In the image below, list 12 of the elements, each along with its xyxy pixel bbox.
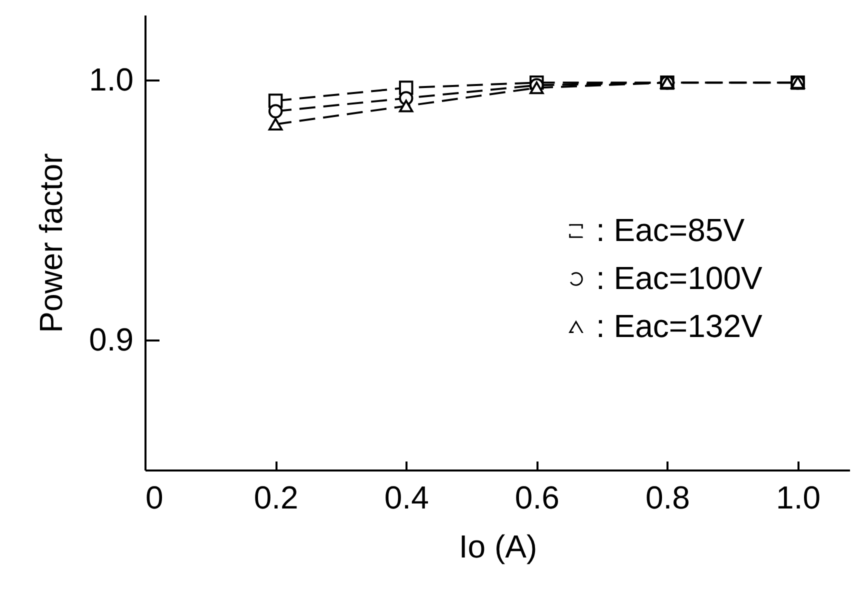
- x-tick-label: 1.0: [776, 480, 821, 516]
- x-tick-label: 0.6: [514, 480, 560, 516]
- x-tick-label: 0: [146, 480, 164, 516]
- legend-label: : Eac=100V: [596, 260, 763, 296]
- x-tick-label: 0.4: [384, 480, 429, 516]
- x-tick-label: 0.2: [254, 480, 298, 516]
- legend-label: : Eac=132V: [596, 308, 763, 344]
- x-tick-label: 0.8: [645, 480, 690, 516]
- legend-label: : Eac=85V: [596, 212, 746, 248]
- y-axis-title: Power factor: [33, 152, 70, 333]
- y-tick-label: 0.9: [89, 322, 134, 358]
- x-axis-title: Io (A): [458, 528, 538, 564]
